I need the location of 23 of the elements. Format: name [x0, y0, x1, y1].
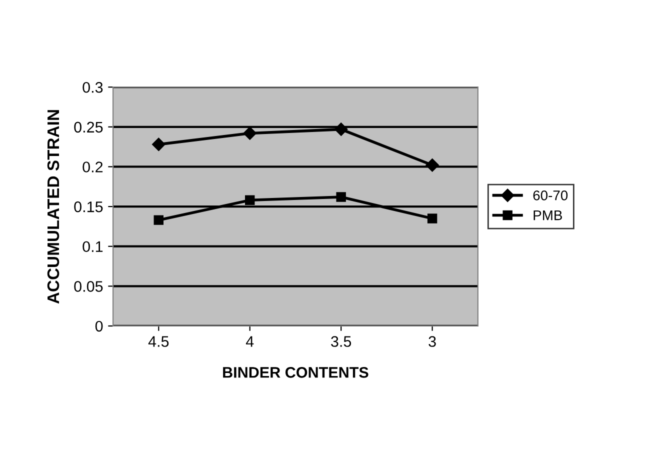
point [152, 138, 166, 152]
y-tick-label: 0.15 [74, 201, 103, 212]
x-tick-label: 3 [428, 336, 436, 347]
y-tick-label: 0.3 [82, 82, 103, 93]
x-tick-label: 3.5 [331, 336, 352, 347]
y-tick-label: 0.05 [74, 281, 103, 292]
x-tick-label: 4.5 [148, 336, 169, 347]
point [426, 158, 439, 172]
point [334, 122, 348, 136]
y-tick-label: 0 [95, 320, 103, 332]
y-tick-label: 0.2 [82, 162, 103, 172]
point [427, 214, 438, 224]
legend-label: PMB [534, 210, 562, 220]
point [243, 126, 256, 140]
x-axis-title: BINDER CONTENTS [223, 367, 368, 378]
point [244, 195, 255, 206]
y-tick-label: 0.1 [82, 241, 103, 252]
y-axis-title: ACCUMULATED STRAIN [47, 110, 60, 304]
y-tick-label: 0.25 [74, 122, 103, 133]
point [336, 192, 346, 202]
legend-label: 60-70 [533, 190, 568, 200]
x-tick-label: 4 [246, 336, 254, 347]
point [154, 215, 164, 225]
